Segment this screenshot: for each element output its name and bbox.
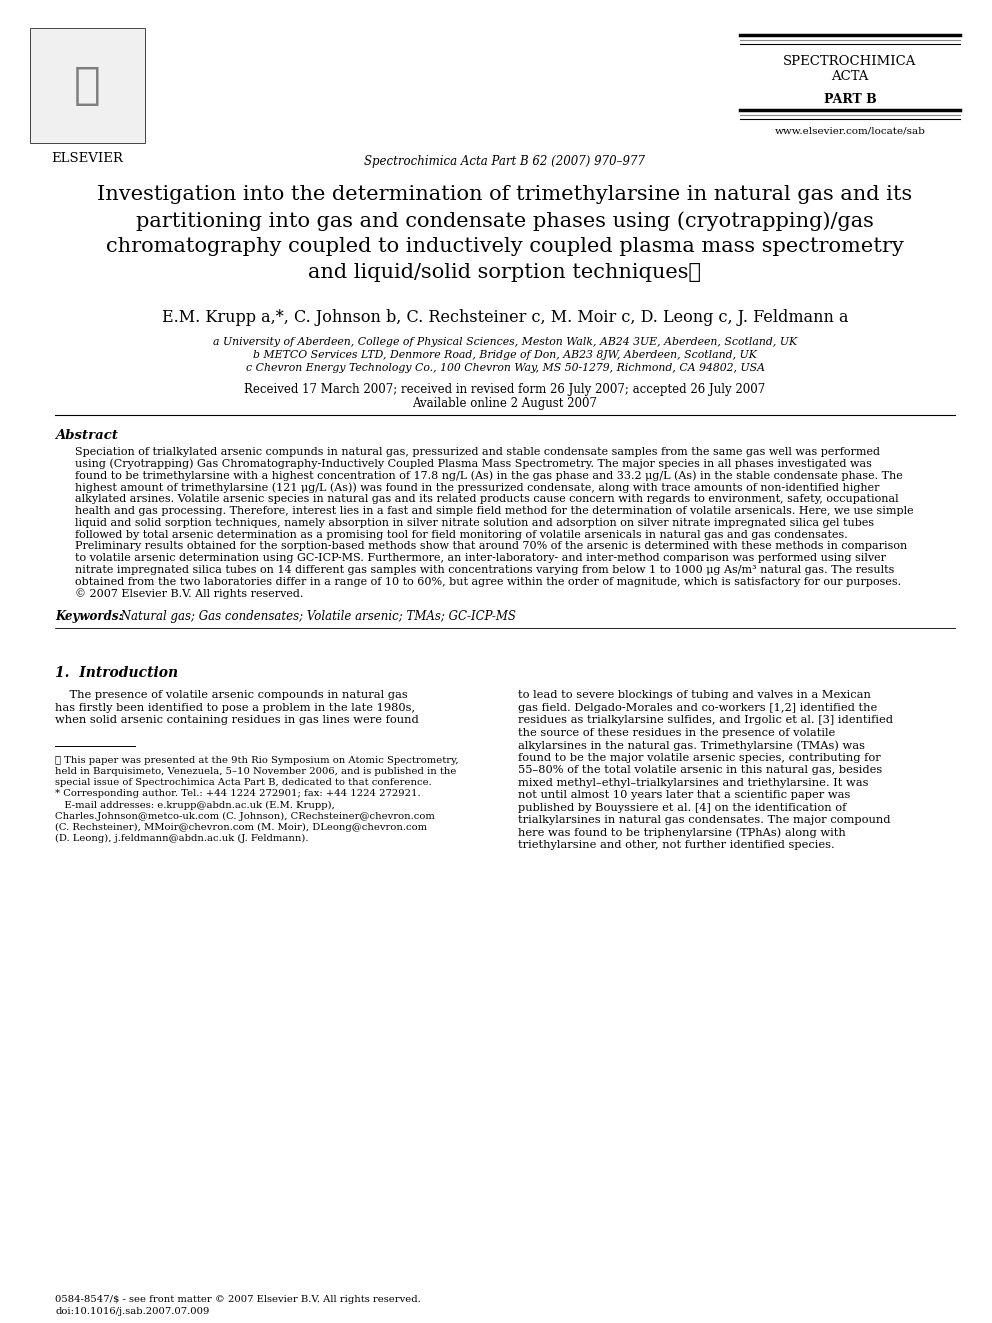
Bar [30,28,145,143]
Text: the source of these residues in the presence of volatile: the source of these residues in the pres… [518,728,835,738]
Text: residues as trialkylarsine sulfides, and Irgolic et al. [3] identified: residues as trialkylarsine sulfides, and… [518,716,893,725]
Text: and liquid/solid sorption techniques☆: and liquid/solid sorption techniques☆ [309,263,701,282]
Text: partitioning into gas and condensate phases using (cryotrapping)/gas: partitioning into gas and condensate pha… [136,210,874,230]
Text: The presence of volatile arsenic compounds in natural gas: The presence of volatile arsenic compoun… [55,691,408,700]
Text: Keywords:: Keywords: [55,610,123,623]
Text: © 2007 Elsevier B.V. All rights reserved.: © 2007 Elsevier B.V. All rights reserved… [75,589,304,599]
Text: ACTA: ACTA [831,70,869,83]
Text: held in Barquisimeto, Venezuela, 5–10 November 2006, and is published in the: held in Barquisimeto, Venezuela, 5–10 No… [55,767,456,777]
Text: when solid arsenic containing residues in gas lines were found: when solid arsenic containing residues i… [55,716,419,725]
Text: alkylated arsines. Volatile arsenic species in natural gas and its related produ: alkylated arsines. Volatile arsenic spec… [75,495,899,504]
Text: special issue of Spectrochimica Acta Part B, dedicated to that conference.: special issue of Spectrochimica Acta Par… [55,778,432,787]
Text: 55–80% of the total volatile arsenic in this natural gas, besides: 55–80% of the total volatile arsenic in … [518,766,882,775]
Text: 0584-8547/$ - see front matter © 2007 Elsevier B.V. All rights reserved.: 0584-8547/$ - see front matter © 2007 El… [55,1295,421,1304]
Text: to volatile arsenic determination using GC-ICP-MS. Furthermore, an inter-laborat: to volatile arsenic determination using … [75,553,886,564]
Text: found to be trimethylarsine with a highest concentration of 17.8 ng/L (As) in th: found to be trimethylarsine with a highe… [75,471,903,482]
Text: triethylarsine and other, not further identified species.: triethylarsine and other, not further id… [518,840,834,851]
Text: here was found to be triphenylarsine (TPhAs) along with: here was found to be triphenylarsine (TP… [518,828,846,839]
Text: has firstly been identified to pose a problem in the late 1980s,: has firstly been identified to pose a pr… [55,703,415,713]
Text: Spectrochimica Acta Part B 62 (2007) 970–977: Spectrochimica Acta Part B 62 (2007) 970… [364,155,646,168]
Text: health and gas processing. Therefore, interest lies in a fast and simple field m: health and gas processing. Therefore, in… [75,505,914,516]
Text: obtained from the two laboratories differ in a range of 10 to 60%, but agree wit: obtained from the two laboratories diffe… [75,577,901,587]
Text: * Corresponding author. Tel.: +44 1224 272901; fax: +44 1224 272921.: * Corresponding author. Tel.: +44 1224 2… [55,790,421,799]
Text: liquid and solid sorption techniques, namely absorption in silver nitrate soluti: liquid and solid sorption techniques, na… [75,517,874,528]
Text: alkylarsines in the natural gas. Trimethylarsine (TMAs) was: alkylarsines in the natural gas. Trimeth… [518,741,865,751]
Text: Investigation into the determination of trimethylarsine in natural gas and its: Investigation into the determination of … [97,185,913,204]
Text: ☆ This paper was presented at the 9th Rio Symposium on Atomic Spectrometry,: ☆ This paper was presented at the 9th Ri… [55,755,458,765]
Text: to lead to severe blockings of tubing and valves in a Mexican: to lead to severe blockings of tubing an… [518,691,871,700]
Text: (C. Rechsteiner), MMoir@chevron.com (M. Moir), DLeong@chevron.com: (C. Rechsteiner), MMoir@chevron.com (M. … [55,823,428,832]
Text: gas field. Delgado-Morales and co-workers [1,2] identified the: gas field. Delgado-Morales and co-worker… [518,703,877,713]
Text: 1.  Introduction: 1. Introduction [55,667,179,680]
Text: highest amount of trimethylarsine (121 μg/L (As)) was found in the pressurized c: highest amount of trimethylarsine (121 μ… [75,483,880,493]
Text: trialkylarsines in natural gas condensates. The major compound: trialkylarsines in natural gas condensat… [518,815,891,826]
Text: Received 17 March 2007; received in revised form 26 July 2007; accepted 26 July : Received 17 March 2007; received in revi… [244,382,766,396]
Text: ELSEVIER: ELSEVIER [52,152,123,165]
Text: Charles.Johnson@metco-uk.com (C. Johnson), CRechsteiner@chevron.com: Charles.Johnson@metco-uk.com (C. Johnson… [55,812,434,822]
Text: www.elsevier.com/locate/sab: www.elsevier.com/locate/sab [775,127,926,136]
Text: SPECTROCHIMICA: SPECTROCHIMICA [784,56,917,67]
Text: c Chevron Energy Technology Co., 100 Chevron Way, MS 50-1279, Richmond, CA 94802: c Chevron Energy Technology Co., 100 Che… [245,363,765,373]
Text: using (Cryotrapping) Gas Chromatography-Inductively Coupled Plasma Mass Spectrom: using (Cryotrapping) Gas Chromatography-… [75,459,872,470]
Text: published by Bouyssiere et al. [4] on the identification of: published by Bouyssiere et al. [4] on th… [518,803,846,812]
Text: mixed methyl–ethyl–trialkylarsines and triethylarsine. It was: mixed methyl–ethyl–trialkylarsines and t… [518,778,869,789]
Text: a University of Aberdeen, College of Physical Sciences, Meston Walk, AB24 3UE, A: a University of Aberdeen, College of Phy… [213,337,797,347]
Text: 🌲: 🌲 [74,64,101,107]
Text: not until almost 10 years later that a scientific paper was: not until almost 10 years later that a s… [518,790,850,800]
Text: doi:10.1016/j.sab.2007.07.009: doi:10.1016/j.sab.2007.07.009 [55,1307,209,1316]
Text: found to be the major volatile arsenic species, contributing for: found to be the major volatile arsenic s… [518,753,881,763]
Text: Abstract: Abstract [55,429,118,442]
Text: E.M. Krupp a,*, C. Johnson b, C. Rechsteiner c, M. Moir c, D. Leong c, J. Feldma: E.M. Krupp a,*, C. Johnson b, C. Rechste… [162,310,848,325]
Text: Available online 2 August 2007: Available online 2 August 2007 [413,397,597,410]
Text: b METCO Services LTD, Denmore Road, Bridge of Don, AB23 8JW, Aberdeen, Scotland,: b METCO Services LTD, Denmore Road, Brid… [253,351,757,360]
Text: Natural gas; Gas condensates; Volatile arsenic; TMAs; GC-ICP-MS: Natural gas; Gas condensates; Volatile a… [117,610,516,623]
Text: (D. Leong), j.feldmann@abdn.ac.uk (J. Feldmann).: (D. Leong), j.feldmann@abdn.ac.uk (J. Fe… [55,835,309,844]
Text: Speciation of trialkylated arsenic compunds in natural gas, pressurized and stab: Speciation of trialkylated arsenic compu… [75,447,880,456]
Text: chromatography coupled to inductively coupled plasma mass spectrometry: chromatography coupled to inductively co… [106,237,904,255]
Text: nitrate impregnated silica tubes on 14 different gas samples with concentrations: nitrate impregnated silica tubes on 14 d… [75,565,895,576]
Text: followed by total arsenic determination as a promising tool for field monitoring: followed by total arsenic determination … [75,529,848,540]
Text: Preliminary results obtained for the sorption-based methods show that around 70%: Preliminary results obtained for the sor… [75,541,908,552]
Text: E-mail addresses: e.krupp@abdn.ac.uk (E.M. Krupp),: E-mail addresses: e.krupp@abdn.ac.uk (E.… [55,800,335,810]
Text: PART B: PART B [823,93,876,106]
